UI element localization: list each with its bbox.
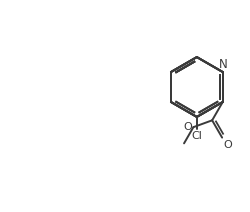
Text: O: O (223, 139, 232, 150)
Text: O: O (184, 122, 192, 132)
Text: N: N (218, 58, 227, 71)
Text: Cl: Cl (192, 131, 202, 141)
